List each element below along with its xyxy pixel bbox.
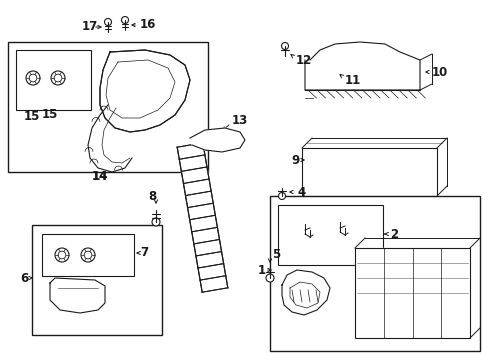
Circle shape	[430, 292, 450, 312]
Polygon shape	[100, 50, 190, 132]
Polygon shape	[177, 143, 227, 292]
Circle shape	[51, 71, 65, 85]
Circle shape	[104, 18, 111, 26]
Circle shape	[80, 289, 90, 299]
Text: 8: 8	[148, 189, 156, 202]
Text: 17: 17	[82, 21, 98, 33]
Text: 13: 13	[231, 113, 248, 126]
Text: 7: 7	[140, 247, 148, 260]
Text: 14: 14	[92, 171, 108, 184]
Text: 10: 10	[431, 66, 447, 78]
Bar	[302, 148, 436, 196]
Bar	[8, 42, 207, 172]
Circle shape	[58, 251, 66, 259]
Circle shape	[121, 17, 128, 23]
Polygon shape	[190, 128, 244, 152]
Circle shape	[26, 71, 40, 85]
Bar	[32, 225, 162, 335]
Text: 14: 14	[92, 171, 108, 184]
Text: 9: 9	[290, 153, 299, 166]
Circle shape	[152, 218, 160, 226]
Text: 11: 11	[345, 73, 361, 86]
Text: 1: 1	[258, 264, 265, 276]
Text: 6: 6	[20, 271, 28, 284]
Text: 2: 2	[389, 228, 397, 240]
Polygon shape	[354, 248, 469, 338]
Text: 15: 15	[24, 109, 41, 122]
Bar	[42, 234, 134, 276]
Text: 16: 16	[140, 18, 156, 31]
Circle shape	[328, 60, 337, 69]
Text: 15: 15	[42, 108, 58, 122]
Circle shape	[281, 42, 288, 49]
Text: 12: 12	[295, 54, 312, 67]
Text: 3: 3	[294, 302, 303, 315]
Bar	[269, 196, 479, 351]
Polygon shape	[282, 270, 329, 315]
Polygon shape	[50, 278, 105, 313]
Circle shape	[54, 74, 61, 82]
Text: 4: 4	[296, 185, 305, 198]
Bar	[278, 205, 382, 265]
Circle shape	[265, 274, 273, 282]
Circle shape	[60, 289, 70, 299]
Circle shape	[423, 284, 458, 320]
Polygon shape	[305, 42, 419, 90]
Circle shape	[84, 251, 92, 259]
Bar	[16, 50, 91, 110]
Circle shape	[55, 248, 69, 262]
Circle shape	[81, 248, 95, 262]
Circle shape	[29, 74, 37, 82]
Circle shape	[278, 193, 285, 199]
Circle shape	[371, 290, 395, 314]
Text: 5: 5	[271, 248, 280, 261]
Bar	[354, 248, 469, 338]
